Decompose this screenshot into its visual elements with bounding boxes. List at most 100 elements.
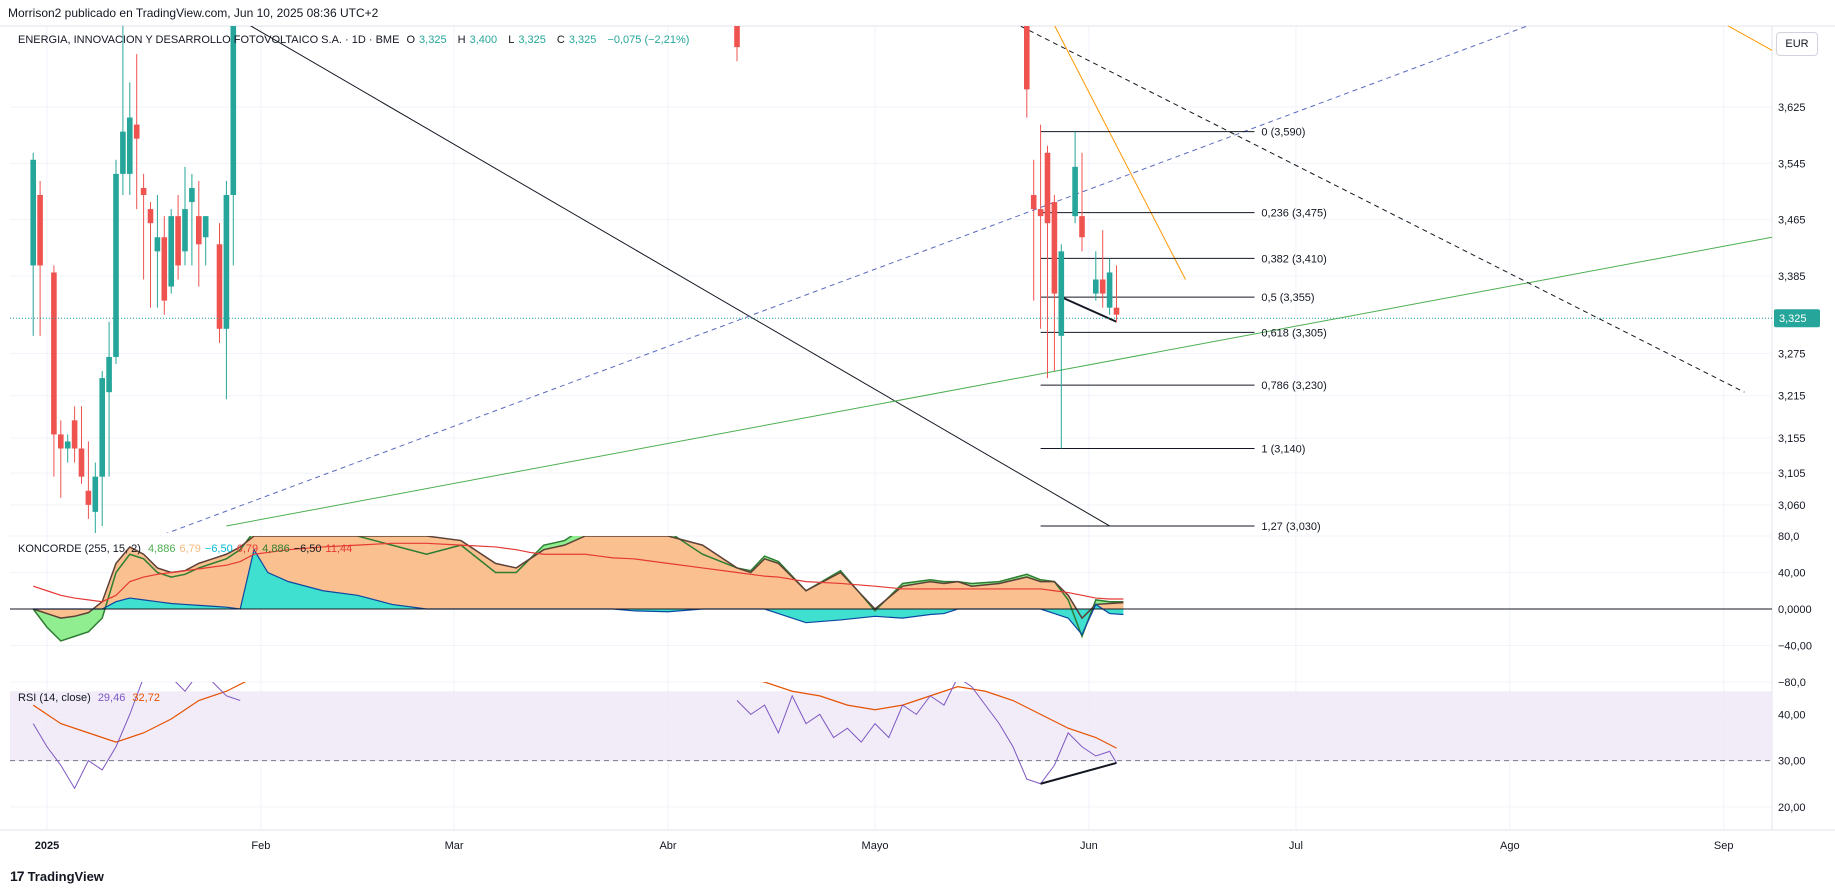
candle-body (1024, 26, 1030, 90)
koncorde-value: 6,79 (236, 543, 259, 555)
price-axis-tick: 3,155 (1778, 433, 1806, 445)
candle-body (120, 131, 126, 174)
koncorde-value: 4,886 (262, 543, 290, 555)
time-axis-tick: Feb (251, 840, 270, 852)
koncorde-brown-line (32, 536, 1124, 620)
time-axis-tick: Mayo (862, 840, 889, 852)
candle-body (223, 195, 230, 329)
high-label: H 3,400 (457, 34, 498, 46)
koncorde-cyan-area (33, 549, 1124, 635)
rsi-value: 29,46 (97, 692, 126, 704)
candle-body (202, 216, 209, 238)
rsi-legend: RSI (14, close) 29,46 32,72 (18, 692, 164, 704)
candle-body (140, 187, 147, 195)
divergence-line (1060, 296, 1117, 323)
candle-body (37, 195, 43, 266)
candle-body (196, 216, 202, 245)
candle-body (734, 26, 740, 48)
candle-body (147, 209, 154, 224)
candle-body (113, 173, 119, 357)
publish-header: Morrison2 publicado en TradingView.com, … (8, 6, 379, 20)
rsi-divergence-line (1040, 761, 1117, 785)
candle-body (1058, 251, 1065, 336)
symbol-name[interactable]: ENERGIA, INNOVACION Y DESARROLLO FOTOVOL… (18, 34, 400, 46)
fib-level-label: 0,618 (3,305) (1261, 327, 1326, 339)
price-axis-tick: 3,105 (1778, 468, 1806, 480)
candle-body (1106, 272, 1113, 308)
candle-body (92, 476, 99, 512)
candle-body (154, 237, 161, 252)
candle-body (1030, 195, 1037, 210)
time-axis-tick: Jun (1080, 840, 1098, 852)
fib-level-label: 0 (3,590) (1261, 127, 1305, 139)
low-label: L 3,325 (508, 34, 546, 46)
tradingview-logo-icon: 17 (10, 868, 25, 884)
koncorde-axis-tick: −80,0 (1778, 677, 1806, 689)
candle-body (1072, 166, 1078, 217)
candle-body (230, 26, 237, 195)
candle-body (1099, 279, 1106, 294)
time-axis-tick: Mar (445, 840, 464, 852)
open-label: O 3,325 (406, 34, 447, 46)
koncorde-red-line (33, 542, 1124, 603)
trendline-green (226, 236, 1772, 527)
rsi-axis-tick: 20,00 (1778, 802, 1806, 814)
koncorde-value: −6,50 (204, 543, 233, 555)
candle-body (1079, 216, 1085, 238)
price-axis-tick: 3,625 (1778, 102, 1806, 114)
candle-body (64, 441, 71, 449)
rsi-band (10, 691, 1772, 761)
last-price-label: 3,325 (1779, 313, 1807, 325)
candle-body (161, 237, 168, 301)
candle-body (85, 490, 92, 505)
fib-level-label: 0,5 (3,355) (1261, 292, 1314, 304)
price-axis-tick: 3,215 (1778, 391, 1806, 403)
candle-body (189, 187, 195, 203)
candle-body (1037, 209, 1044, 217)
koncorde-pane (32, 536, 1124, 642)
price-axis-tick: 3,465 (1778, 215, 1806, 227)
rsi-pane (10, 682, 1772, 790)
currency-button[interactable]: EUR (1776, 32, 1818, 56)
candle-body (127, 117, 133, 174)
candle-body (1044, 152, 1051, 224)
candle-body (168, 216, 174, 287)
candle-body (1051, 202, 1058, 294)
fib-level-label: 0,382 (3,410) (1261, 253, 1326, 265)
candle-body (30, 159, 36, 266)
koncorde-value: 6,79 (179, 543, 201, 555)
koncorde-axis-tick: 40,00 (1778, 568, 1806, 580)
price-axis-tick: 3,385 (1778, 271, 1806, 283)
price-legend: ENERGIA, INNOVACION Y DESARROLLO FOTOVOL… (18, 34, 693, 46)
candle-body (182, 209, 188, 252)
rsi-axis-tick: 40,00 (1778, 709, 1806, 721)
candle-body (51, 272, 57, 435)
time-axis-tick: 2025 (35, 840, 59, 852)
koncorde-title[interactable]: KONCORDE (255, 15, 2) (18, 543, 141, 555)
rsi-title[interactable]: RSI (14, close) (18, 692, 91, 704)
time-axis-tick: Jul (1289, 840, 1303, 852)
close-label: C 3,325 (556, 34, 597, 46)
trendline-black (249, 26, 1110, 527)
fib-level-label: 0,786 (3,230) (1261, 380, 1326, 392)
brand-name: TradingView (27, 868, 104, 884)
fib-level-label: 0,236 (3,475) (1261, 208, 1326, 220)
koncorde-axis-tick: 0,0000 (1778, 604, 1812, 616)
candle-body (1093, 279, 1099, 294)
fib-level-label: 1,27 (3,030) (1261, 521, 1320, 533)
candle-body (99, 378, 105, 477)
candle-body (133, 124, 140, 139)
trendline-orange (1054, 26, 1186, 280)
koncorde-value: 4,886 (147, 543, 176, 555)
time-axis-tick: Ago (1500, 840, 1520, 852)
time-axis-tick: Abr (659, 840, 676, 852)
candle-body (58, 434, 64, 449)
trendline-blue-dashed (166, 26, 1529, 533)
price-pane: 0 (3,590) 0,236 (3,475) 0,382 (3,410) 0,5 (… (30, 26, 1772, 533)
candle-body (1113, 307, 1120, 315)
koncorde-value: 11,44 (325, 543, 353, 555)
price-axis-tick: 3,275 (1778, 348, 1806, 360)
footer-brand[interactable]: 17 TradingView (10, 868, 104, 884)
candle-body (175, 216, 181, 266)
